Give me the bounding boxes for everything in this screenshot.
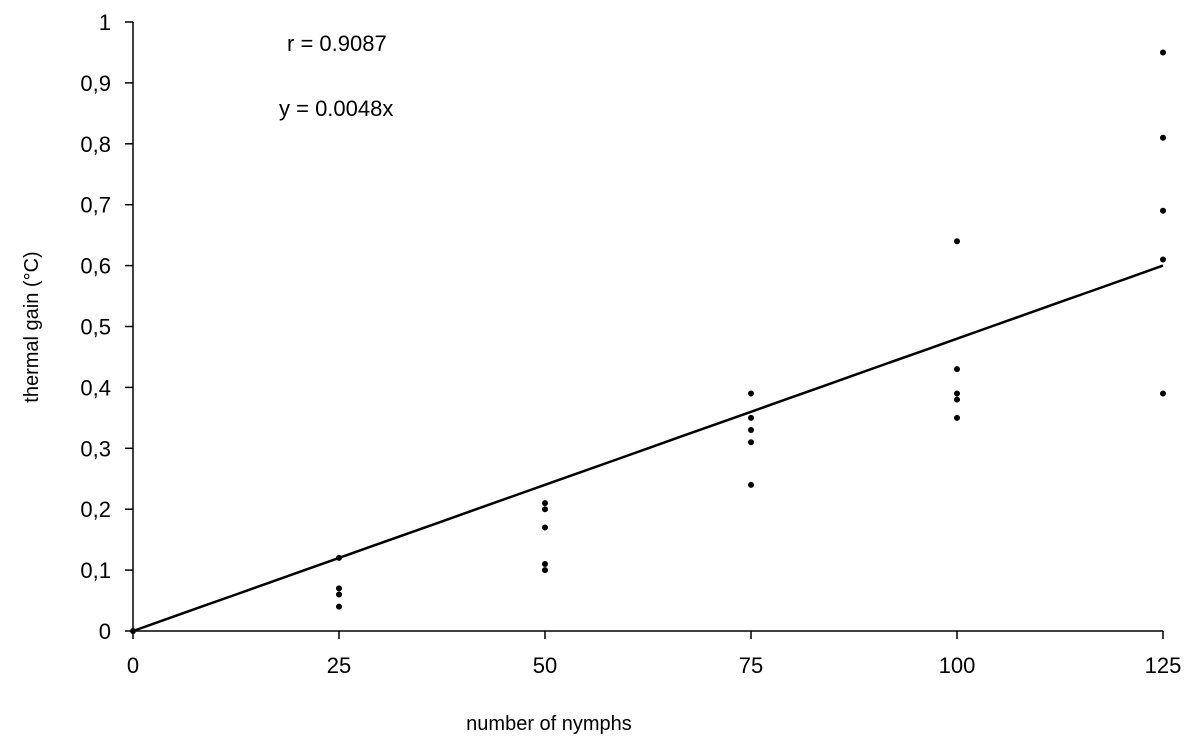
data-point	[748, 439, 754, 446]
y-tick-label: 1	[99, 10, 111, 35]
y-tick-label: 0,1	[80, 558, 111, 583]
data-point	[336, 603, 342, 610]
data-point	[954, 366, 960, 373]
data-point	[542, 506, 548, 513]
data-point	[954, 390, 960, 397]
data-point	[954, 414, 960, 421]
data-point	[954, 396, 960, 403]
x-tick-label: 50	[533, 653, 557, 678]
y-tick-label: 0,5	[80, 315, 111, 340]
x-axis-ticks: 0 25 50 75 100 125	[127, 631, 1181, 678]
data-point	[1160, 49, 1166, 56]
x-tick-label: 0	[127, 653, 139, 678]
y-tick-label: 0,7	[80, 193, 111, 218]
y-tick-label: 0,9	[80, 71, 111, 96]
correlation-label: r = 0.9087	[287, 31, 387, 56]
data-point	[1160, 256, 1166, 263]
data-point	[542, 524, 548, 531]
data-point	[1160, 134, 1166, 141]
x-tick-label: 100	[939, 653, 976, 678]
y-axis-title: thermal gain (°C)	[21, 251, 43, 402]
y-tick-label: 0	[99, 619, 111, 644]
data-point	[748, 390, 754, 397]
data-point	[748, 414, 754, 421]
data-point	[336, 554, 342, 561]
x-tick-label: 25	[327, 653, 351, 678]
data-point	[336, 591, 342, 598]
data-point	[1160, 207, 1166, 214]
data-point	[336, 585, 342, 592]
y-tick-label: 0,2	[80, 497, 111, 522]
data-point	[542, 561, 548, 568]
data-point	[130, 628, 136, 634]
data-point	[748, 427, 754, 434]
data-point	[748, 481, 754, 488]
trendline	[132, 264, 1164, 633]
data-point	[954, 238, 960, 245]
x-axis-title: number of nymphs	[466, 713, 632, 735]
data-point	[1160, 390, 1166, 397]
data-point	[542, 500, 548, 507]
y-tick-label: 0,8	[80, 132, 111, 157]
x-tick-label: 125	[1145, 653, 1182, 678]
equation-label: y = 0.0048x	[279, 96, 393, 121]
data-point	[542, 567, 548, 574]
y-tick-label: 0,3	[80, 436, 111, 461]
y-tick-label: 0,4	[80, 375, 111, 400]
data-points	[130, 49, 1166, 634]
x-tick-label: 75	[739, 653, 763, 678]
y-axis-ticks: 0 0,1 0,2 0,3 0,4 0,5 0,6 0,7 0,8 0,9 1	[80, 10, 133, 644]
y-tick-label: 0,6	[80, 254, 111, 279]
